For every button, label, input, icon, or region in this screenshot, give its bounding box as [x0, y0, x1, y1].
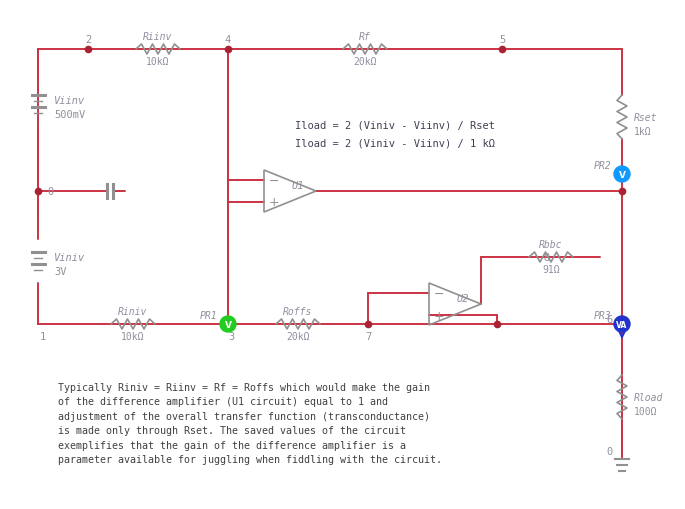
Text: Typically Riniv = Riinv = Rf = Roffs which would make the gain
of the difference: Typically Riniv = Riinv = Rf = Roffs whi…	[58, 382, 442, 464]
Text: Rset: Rset	[634, 113, 658, 123]
Text: 91Ω: 91Ω	[543, 265, 560, 274]
Text: 5: 5	[499, 35, 505, 45]
Text: VA: VA	[616, 320, 627, 329]
Text: Roffs: Roffs	[284, 306, 312, 317]
Text: 10kΩ: 10kΩ	[147, 57, 170, 67]
Text: +: +	[434, 309, 445, 322]
Text: 500mV: 500mV	[54, 110, 85, 120]
Text: 6: 6	[607, 315, 613, 324]
Text: 2: 2	[85, 35, 91, 45]
Circle shape	[614, 166, 630, 183]
Text: 20kΩ: 20kΩ	[286, 331, 310, 342]
Text: Riinv: Riinv	[143, 32, 173, 42]
Text: 0: 0	[47, 187, 53, 196]
Text: 100Ω: 100Ω	[634, 406, 658, 416]
Text: Rload: Rload	[634, 392, 663, 402]
Text: PR1: PR1	[199, 310, 217, 320]
Text: 7: 7	[365, 331, 371, 342]
Text: −: −	[434, 287, 445, 300]
Text: V: V	[225, 320, 232, 329]
Text: PR3: PR3	[593, 310, 611, 320]
Text: Riniv: Riniv	[119, 306, 148, 317]
Text: 1: 1	[40, 331, 46, 342]
Text: U1: U1	[292, 181, 304, 191]
Circle shape	[614, 317, 630, 332]
Text: 3V: 3V	[54, 267, 66, 276]
Text: U2: U2	[457, 293, 469, 303]
Text: 3: 3	[228, 331, 234, 342]
Text: V: V	[619, 170, 625, 179]
Text: −: −	[269, 174, 279, 187]
Text: +: +	[269, 196, 279, 209]
Text: Rbbc: Rbbc	[539, 240, 563, 249]
Text: 20kΩ: 20kΩ	[353, 57, 377, 67]
Text: 8: 8	[544, 252, 550, 263]
Text: 10kΩ: 10kΩ	[121, 331, 145, 342]
Text: Rf: Rf	[359, 32, 371, 42]
Text: 0: 0	[607, 446, 613, 456]
Text: 1kΩ: 1kΩ	[634, 127, 651, 137]
Text: Iload = 2 (Viniv - Viinv) / Rset: Iload = 2 (Viniv - Viinv) / Rset	[295, 120, 495, 130]
Text: Iload = 2 (Viniv - Viinv) / 1 kΩ: Iload = 2 (Viniv - Viinv) / 1 kΩ	[295, 138, 495, 148]
Text: Viniv: Viniv	[54, 252, 85, 263]
Text: Viinv: Viinv	[54, 96, 85, 106]
Text: 4: 4	[225, 35, 231, 45]
Text: PR2: PR2	[593, 161, 611, 171]
Circle shape	[220, 317, 236, 332]
